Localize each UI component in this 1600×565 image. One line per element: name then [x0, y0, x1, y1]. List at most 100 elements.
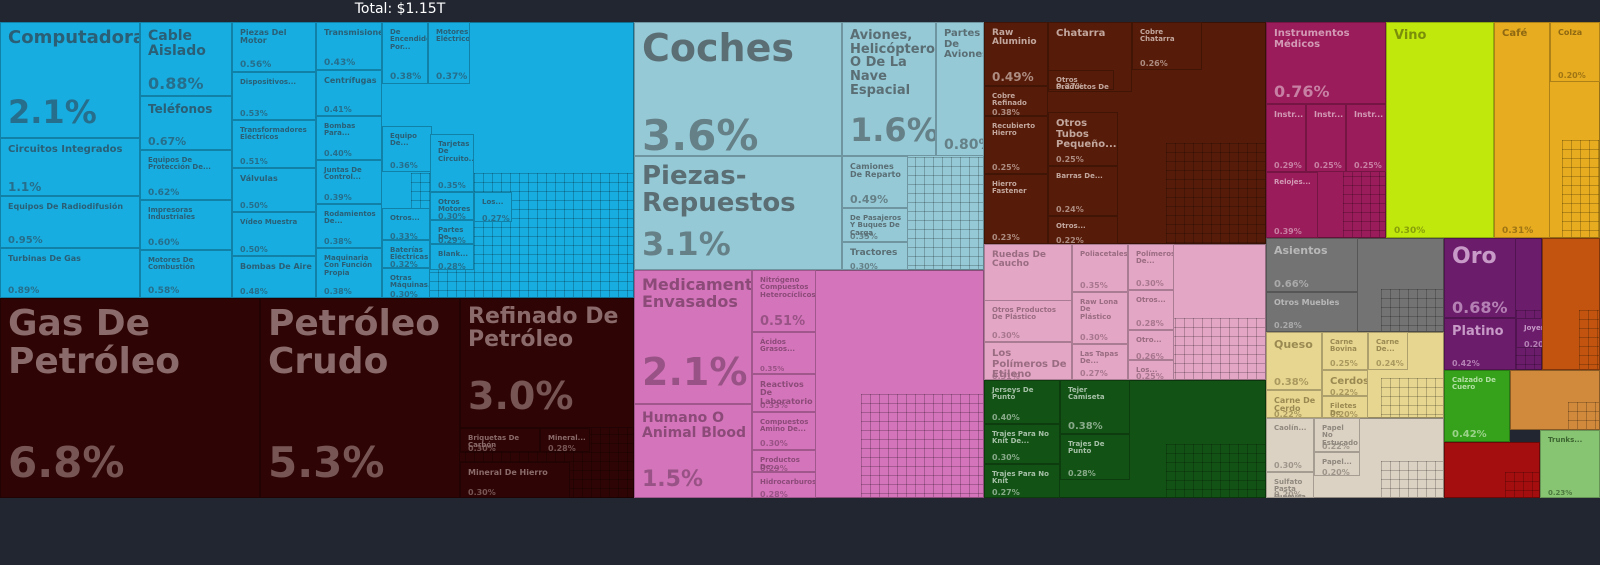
treemap-tile[interactable]: Otras Máquinas...0.30%	[382, 268, 430, 298]
treemap-tile[interactable]: Queso 0.38%	[1266, 332, 1322, 390]
treemap-tile[interactable]: Asientos 0.66%	[1266, 238, 1358, 292]
treemap-tile[interactable]: Ácidos Grasos... 0.35%	[752, 332, 816, 374]
treemap-tile[interactable]: Maquinaria Con Función Propia 0.38%	[316, 248, 382, 298]
treemap-tile[interactable]: Transformadores Eléctricos 0.51%	[232, 120, 316, 168]
treemap-tile[interactable]: Computadoras 2.1%	[0, 22, 140, 138]
treemap-tile[interactable]: Tejer Camiseta 0.38%	[1060, 380, 1130, 434]
treemap-tile[interactable]: De Pasajeros Y Buques De Carga 0.35%	[842, 208, 908, 242]
treemap-tile[interactable]: Tractores 0.30%	[842, 242, 908, 270]
treemap-tile[interactable]: Válvulas 0.50%	[232, 168, 316, 212]
treemap-tile[interactable]: Cerdos 0.22%	[1322, 370, 1368, 396]
treemap-tile[interactable]: Relojes... 0.39%	[1266, 172, 1318, 238]
treemap-tile[interactable]: Nitrógeno Compuestos Heterocíclicos 0.51%	[752, 270, 816, 332]
treemap-tile[interactable]: Petróleo Crudo 5.3%	[260, 298, 460, 498]
treemap-tile[interactable]: Compuestos Amino De... 0.30%	[752, 412, 816, 450]
treemap-tile[interactable]: Mineral... 0.28%	[540, 428, 590, 452]
treemap-tile[interactable]: Los Polímeros De Etileno 0.31%	[984, 342, 1072, 380]
treemap-tile[interactable]: Polímeros De... 0.30%	[1128, 244, 1174, 290]
treemap-tile[interactable]: Cobre Refinado 0.38%	[984, 86, 1048, 116]
treemap-tile[interactable]: Trajes Para No Knit De... 0.30%	[984, 424, 1060, 464]
treemap-tile[interactable]: Teléfonos 0.67%	[140, 96, 232, 150]
treemap-tile[interactable]: Dispositivos... 0.53%	[232, 72, 316, 120]
treemap-tile[interactable]: Oro 0.68%	[1444, 238, 1516, 318]
treemap-tile[interactable]: Equipos De Radiodifusión 0.95%	[0, 196, 140, 248]
treemap-tile[interactable]: Carne De Cerdo 0.22%	[1266, 390, 1322, 418]
treemap-tile[interactable]: Barras De... 0.24%	[1048, 166, 1118, 216]
treemap-tile[interactable]: Instr... 0.25%	[1346, 104, 1386, 172]
treemap-tile[interactable]: Raw Lona De Plástico 0.30%	[1072, 292, 1128, 344]
treemap-tile[interactable]: Los... 0.27%	[474, 192, 512, 222]
treemap-tile[interactable]: Otros Tubos Pequeño... 0.25%	[1048, 112, 1118, 166]
treemap-tile[interactable]: Recubierto Hierro 0.25%	[984, 116, 1048, 174]
treemap-tile[interactable]: Productos De... 0.29%	[752, 450, 816, 472]
treemap-tile[interactable]: Aviones, Helicópteros O De La Nave Espac…	[842, 22, 936, 156]
treemap-tile[interactable]: Las Tapas De... 0.27%	[1072, 344, 1128, 380]
treemap-tile[interactable]: Carne De... 0.24%	[1368, 332, 1408, 370]
treemap-tile[interactable]: Vino 0.30%	[1386, 22, 1494, 238]
treemap-tile[interactable]: Bombas De Aire 0.48%	[232, 256, 316, 298]
treemap-tile[interactable]: Otros Productos De Plástico 0.30%	[984, 300, 1072, 342]
treemap-tile[interactable]: Equipos De Protección De... 0.62%	[140, 150, 232, 200]
treemap-tile[interactable]: Juntas De Control... 0.39%	[316, 160, 382, 204]
treemap-tile[interactable]: Instrumentos Médicos 0.76%	[1266, 22, 1386, 104]
treemap-tile[interactable]: Motores De Combustión 0.58%	[140, 250, 232, 298]
treemap-tile[interactable]: Papel... 0.20%	[1314, 452, 1360, 476]
treemap-tile[interactable]: Equipo De... 0.36%	[382, 126, 432, 172]
treemap-tile[interactable]: Reactivos De Laboratorio 0.33%	[752, 374, 816, 412]
treemap-tile[interactable]: Caolín... 0.30%	[1266, 418, 1314, 472]
treemap-tile[interactable]: Rodamientos De... 0.38%	[316, 204, 382, 248]
treemap-tile[interactable]: Coches 3.6%	[634, 22, 842, 156]
treemap-tile[interactable]: Los... 0.25%	[1128, 360, 1174, 380]
treemap-tile[interactable]: Filetes De Pescado0.20%	[1322, 396, 1368, 418]
treemap-tile[interactable]: Sulfato Pasta Química De...0.20%	[1266, 472, 1314, 498]
treemap-tile[interactable]: Baterías Eléctricas 0.32%	[382, 240, 430, 268]
treemap-tile[interactable]: Instr... 0.25%	[1306, 104, 1346, 172]
treemap-tile[interactable]: Turbinas De Gas 0.89%	[0, 248, 140, 298]
treemap-tile[interactable]: Poliacetales 0.35%	[1072, 244, 1128, 292]
treemap-tile[interactable]: Gas De Petróleo 6.8%	[0, 298, 260, 498]
treemap-tile[interactable]: Platino 0.42%	[1444, 318, 1516, 370]
treemap-tile[interactable]: Trajes De Punto 0.28%	[1060, 434, 1130, 480]
treemap-tile[interactable]: Briquetas De Carbón 0.30%	[460, 428, 540, 452]
treemap-tile[interactable]: Hierro Fastener 0.23%	[984, 174, 1048, 244]
treemap-tile[interactable]: Otros... 0.28%	[1128, 290, 1174, 330]
treemap-tile[interactable]: Camiones De Reparto 0.49%	[842, 156, 908, 208]
treemap-tile[interactable]: Centrífugas 0.41%	[316, 70, 382, 116]
treemap-tile[interactable]: Papel No Estucado 0.22%	[1314, 418, 1360, 452]
treemap-tile[interactable]: Humano O Animal Blood 1.5%	[634, 404, 752, 498]
treemap-tile[interactable]: Trunks... 0.23%	[1540, 430, 1600, 498]
treemap-tile[interactable]: Piezas-Repuestos 3.1%	[634, 156, 842, 270]
treemap-tile[interactable]: Partes De Aviones 0.80%	[936, 22, 984, 156]
treemap-tile[interactable]: Impresoras Industriales 0.60%	[140, 200, 232, 250]
treemap-tile[interactable]: Otro... 0.26%	[1128, 330, 1174, 360]
treemap-tile[interactable]: Otros Motores 0.30%	[430, 192, 474, 220]
treemap-tile[interactable]: Motores Eléctricos 0.37%	[428, 22, 470, 84]
treemap-tile[interactable]: Colza 0.20%	[1550, 22, 1600, 82]
treemap-tile[interactable]: Cable Aislado 0.88%	[140, 22, 232, 96]
treemap-tile[interactable]: Tarjetas De Circuito... 0.35%	[430, 134, 474, 192]
treemap-tile[interactable]: Bombas Para... 0.40%	[316, 116, 382, 160]
treemap-tile[interactable]: Otros... 0.33%	[382, 208, 430, 240]
treemap-tile[interactable]: Jerseys De Punto 0.40%	[984, 380, 1060, 424]
treemap-tile[interactable]: Mineral De Hierro 0.30%	[460, 462, 570, 498]
treemap-tile[interactable]: Circuitos Integrados 1.1%	[0, 138, 140, 196]
treemap-tile[interactable]: Transmisiones 0.43%	[316, 22, 382, 70]
treemap-tile[interactable]: Raw Aluminio 0.49%	[984, 22, 1048, 86]
treemap-tile[interactable]: Joyería 0.20%	[1516, 318, 1546, 348]
treemap-tile[interactable]: Medicamentos Envasados 2.1%	[634, 270, 752, 404]
treemap-tile[interactable]: Piezas Del Motor 0.56%	[232, 22, 316, 72]
treemap-tile[interactable]: Hidrocarburos... 0.28%	[752, 472, 816, 498]
treemap-tile[interactable]: Vídeo Muestra 0.50%	[232, 212, 316, 256]
treemap-tile[interactable]: Otros Muebles 0.28%	[1266, 292, 1358, 332]
treemap-tile[interactable]: Partes De... 0.29%	[430, 220, 474, 244]
treemap-tile[interactable]: Calzado De Cuero 0.42%	[1444, 370, 1510, 442]
treemap-tile[interactable]: Instr... 0.29%	[1266, 104, 1306, 172]
treemap-tile[interactable]: Trajes Para No Knit 0.27%	[984, 464, 1060, 498]
treemap-tile[interactable]: Blank... 0.28%	[430, 244, 474, 270]
treemap-tile[interactable]: De Encendido Por... 0.38%	[382, 22, 428, 84]
treemap-tile[interactable]: Cobre Chatarra 0.26%	[1132, 22, 1202, 70]
treemap-tile[interactable]: Café 0.31%	[1494, 22, 1550, 238]
treemap-tile[interactable]: Otros... 0.22%	[1048, 216, 1118, 244]
treemap-tile[interactable]: Carne Bovina 0.25%	[1322, 332, 1368, 370]
